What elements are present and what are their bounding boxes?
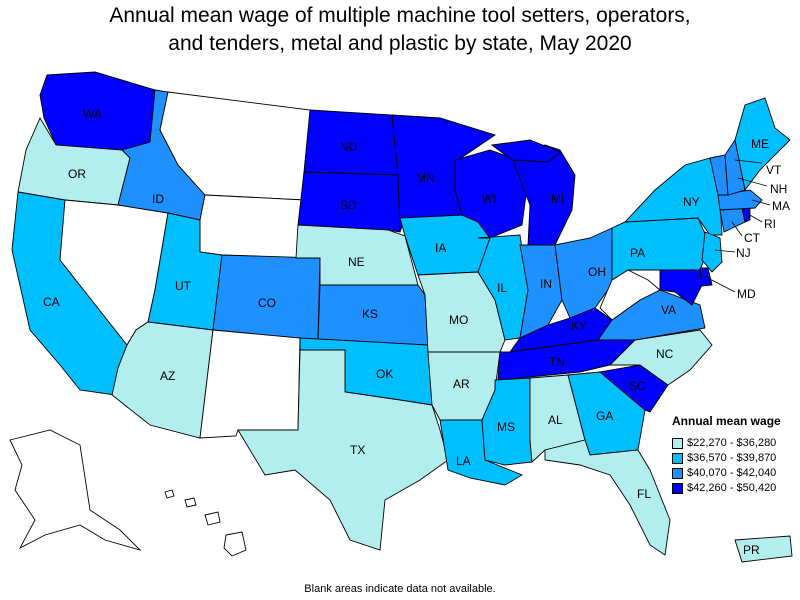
legend-label: $22,270 - $36,280 <box>687 437 777 449</box>
legend: Annual mean wage $22,270 - $36,280 $36,5… <box>672 414 800 496</box>
svg-text:ID: ID <box>152 192 164 206</box>
svg-text:CA: CA <box>43 295 60 309</box>
state-tx[interactable] <box>237 349 449 551</box>
svg-text:NY: NY <box>683 195 700 209</box>
svg-text:MA: MA <box>772 199 790 213</box>
svg-text:PR: PR <box>743 543 760 557</box>
legend-item: $40,070 - $42,040 <box>672 466 800 480</box>
svg-text:NJ: NJ <box>736 246 751 260</box>
legend-item: $22,270 - $36,280 <box>672 436 800 450</box>
svg-text:OK: OK <box>376 367 393 381</box>
legend-title: Annual mean wage <box>672 414 781 428</box>
svg-text:CT: CT <box>744 231 761 245</box>
leader-lines <box>703 159 771 293</box>
svg-text:PA: PA <box>630 246 645 260</box>
svg-text:OH: OH <box>588 265 606 279</box>
svg-text:NC: NC <box>656 347 674 361</box>
state-pr[interactable] <box>734 535 793 563</box>
legend-swatch <box>672 452 683 464</box>
legend-swatch <box>672 482 683 494</box>
svg-text:ND: ND <box>340 140 358 154</box>
legend-swatch <box>672 467 683 479</box>
svg-text:MO: MO <box>449 313 468 327</box>
svg-text:MI: MI <box>551 192 564 206</box>
svg-text:ME: ME <box>751 137 769 151</box>
svg-text:MN: MN <box>416 171 435 185</box>
svg-text:IL: IL <box>497 281 507 295</box>
svg-text:KS: KS <box>362 307 378 321</box>
svg-text:UT: UT <box>175 279 192 293</box>
state-me[interactable] <box>734 97 791 192</box>
svg-text:IA: IA <box>435 241 446 255</box>
state-ct[interactable] <box>719 207 746 233</box>
state-mi-upper[interactable] <box>490 139 561 163</box>
legend-item: $42,260 - $50,420 <box>672 481 800 495</box>
legend-label: $42,260 - $50,420 <box>687 482 777 494</box>
svg-text:WA: WA <box>83 107 102 121</box>
legend-label: $36,570 - $39,870 <box>687 452 777 464</box>
state-nj[interactable] <box>701 231 723 273</box>
svg-text:TX: TX <box>350 443 365 457</box>
state-mi[interactable] <box>511 144 576 246</box>
svg-text:CO: CO <box>258 296 276 310</box>
svg-text:GA: GA <box>596 409 613 423</box>
state-wi[interactable] <box>454 149 529 239</box>
svg-text:TN: TN <box>549 355 565 369</box>
svg-text:WI: WI <box>482 192 497 206</box>
svg-text:KY: KY <box>571 319 587 333</box>
title-line-2: and tenders, metal and plastic by state,… <box>168 32 632 55</box>
state-fl[interactable] <box>544 439 671 556</box>
svg-text:VA: VA <box>661 303 676 317</box>
svg-text:SD: SD <box>340 198 357 212</box>
state-wy[interactable] <box>199 194 306 259</box>
state-labels: WA OR CA ID UT AZ CO ND SD NE KS OK TX M… <box>43 107 790 557</box>
svg-text:AR: AR <box>453 377 470 391</box>
state-sc[interactable] <box>598 364 669 413</box>
map-title: Annual mean wage of multiple machine too… <box>0 2 800 58</box>
svg-text:NE: NE <box>348 255 365 269</box>
svg-text:AL: AL <box>548 413 563 427</box>
svg-text:SC: SC <box>629 379 646 393</box>
svg-text:RI: RI <box>764 217 776 231</box>
state-oh[interactable] <box>554 227 616 319</box>
footnote: Blank areas indicate data not available. <box>304 583 496 595</box>
svg-text:NH: NH <box>770 182 787 196</box>
state-sd[interactable] <box>297 171 401 233</box>
legend-label: $40,070 - $42,040 <box>687 467 777 479</box>
state-hi[interactable] <box>164 489 247 557</box>
svg-text:MD: MD <box>737 287 756 301</box>
svg-text:MS: MS <box>497 420 515 434</box>
legend-item: $36,570 - $39,870 <box>672 451 800 465</box>
legend-swatch <box>672 437 683 449</box>
state-wv[interactable] <box>599 269 661 321</box>
svg-text:FL: FL <box>637 487 651 501</box>
title-line-1: Annual mean wage of multiple machine too… <box>109 4 691 27</box>
svg-text:VT: VT <box>766 163 782 177</box>
state-nm[interactable] <box>199 329 301 439</box>
svg-text:LA: LA <box>456 454 471 468</box>
svg-text:OR: OR <box>68 167 86 181</box>
svg-text:IN: IN <box>540 277 552 291</box>
state-ak[interactable] <box>9 429 142 551</box>
svg-text:AZ: AZ <box>160 369 175 383</box>
